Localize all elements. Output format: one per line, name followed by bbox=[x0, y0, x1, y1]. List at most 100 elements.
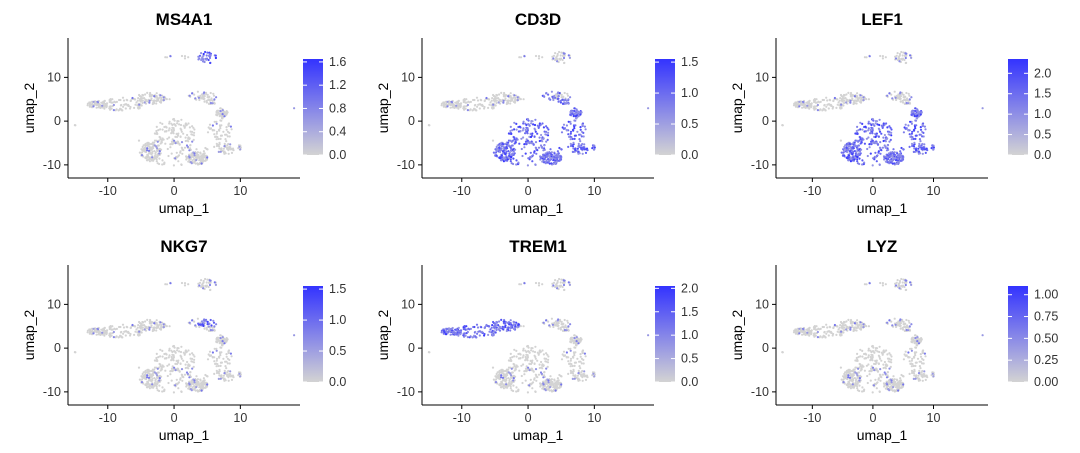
cell-point bbox=[870, 123, 873, 127]
cell-point bbox=[859, 100, 862, 103]
cell-point bbox=[507, 132, 510, 135]
cell-point bbox=[569, 365, 572, 368]
cell-point bbox=[856, 92, 859, 95]
cell-point bbox=[193, 131, 196, 134]
cell-point bbox=[580, 362, 583, 365]
cell-point bbox=[153, 141, 156, 144]
cell-point bbox=[224, 138, 227, 141]
cell-point bbox=[171, 123, 174, 127]
cell-point bbox=[507, 368, 510, 371]
cell-point bbox=[148, 160, 151, 163]
cell-point bbox=[495, 154, 498, 157]
cell-point bbox=[219, 127, 222, 130]
cell-point bbox=[901, 58, 904, 61]
cell-point bbox=[155, 99, 158, 103]
cell-point bbox=[144, 373, 147, 376]
cell-point bbox=[522, 122, 525, 125]
cell-point bbox=[510, 367, 513, 370]
cell-point bbox=[507, 156, 510, 159]
cell-point bbox=[189, 371, 192, 374]
cell-point bbox=[574, 148, 577, 151]
cell-point bbox=[894, 55, 897, 58]
cell-point bbox=[208, 56, 212, 60]
cell-point bbox=[901, 101, 905, 104]
cell-point bbox=[156, 147, 159, 150]
cell-point bbox=[215, 110, 218, 114]
cell-point bbox=[582, 135, 585, 138]
cell-point bbox=[548, 324, 551, 327]
cell-point bbox=[538, 122, 542, 125]
cell-point bbox=[494, 148, 497, 151]
cell-point bbox=[173, 366, 176, 369]
cell-point bbox=[491, 366, 495, 369]
cell-point bbox=[179, 127, 182, 130]
cell-point bbox=[539, 383, 542, 386]
cell-point bbox=[214, 362, 217, 365]
cell-point bbox=[213, 281, 216, 284]
cell-point bbox=[856, 352, 859, 355]
cell-point bbox=[865, 137, 869, 140]
cell-point bbox=[195, 148, 198, 151]
cell-point bbox=[913, 141, 916, 144]
cell-point bbox=[466, 330, 469, 334]
cell-point bbox=[505, 150, 508, 153]
cell-point bbox=[542, 94, 545, 97]
cell-point bbox=[161, 364, 164, 367]
cell-point bbox=[510, 144, 514, 147]
cell-point bbox=[151, 377, 154, 380]
cell-point bbox=[861, 390, 864, 393]
cell-point bbox=[515, 122, 518, 125]
cell-point bbox=[502, 99, 505, 102]
x-tick-label: -10 bbox=[453, 184, 471, 198]
cell-point bbox=[92, 100, 95, 103]
cell-point bbox=[221, 340, 224, 343]
cell-point bbox=[119, 98, 122, 102]
cell-point bbox=[481, 330, 484, 333]
cell-point bbox=[491, 139, 495, 142]
panel-title: LEF1 bbox=[861, 10, 903, 29]
cell-point bbox=[572, 150, 575, 153]
cell-point bbox=[572, 115, 575, 118]
legend-tick-label: 0.4 bbox=[329, 125, 346, 139]
cell-point bbox=[213, 133, 216, 136]
cell-point bbox=[227, 374, 231, 378]
cell-point bbox=[533, 123, 537, 127]
legend-tick-label: 0.0 bbox=[681, 375, 698, 389]
cell-point bbox=[578, 138, 581, 141]
cell-point bbox=[910, 110, 913, 114]
cell-point bbox=[507, 99, 510, 102]
cell-point bbox=[185, 156, 188, 159]
cell-point bbox=[571, 137, 574, 141]
cell-point bbox=[187, 56, 190, 59]
cell-point bbox=[206, 320, 209, 323]
cell-point bbox=[120, 103, 123, 107]
cell-point bbox=[890, 131, 893, 134]
cell-point bbox=[524, 355, 527, 359]
cell-point bbox=[154, 378, 157, 381]
cell-point bbox=[530, 122, 533, 125]
cell-point bbox=[198, 284, 201, 287]
cell-point bbox=[161, 163, 164, 166]
cell-point bbox=[203, 327, 206, 330]
cell-point bbox=[572, 356, 575, 359]
cell-point bbox=[871, 164, 874, 167]
cell-point bbox=[867, 98, 871, 101]
cell-point bbox=[903, 58, 906, 62]
cell-point bbox=[914, 109, 917, 113]
cell-point bbox=[853, 141, 856, 144]
cell-point bbox=[525, 126, 528, 129]
cell-point bbox=[101, 104, 104, 107]
cell-point bbox=[493, 322, 497, 325]
cell-point bbox=[932, 148, 935, 151]
cell-point bbox=[867, 127, 870, 130]
cell-point bbox=[162, 99, 165, 102]
cell-point bbox=[515, 390, 518, 393]
cell-point bbox=[137, 324, 140, 327]
cell-point bbox=[105, 102, 109, 105]
cell-point bbox=[496, 375, 499, 379]
cell-point bbox=[902, 96, 905, 99]
cell-point bbox=[510, 389, 513, 392]
cell-point bbox=[206, 51, 209, 54]
cell-point bbox=[205, 385, 208, 388]
